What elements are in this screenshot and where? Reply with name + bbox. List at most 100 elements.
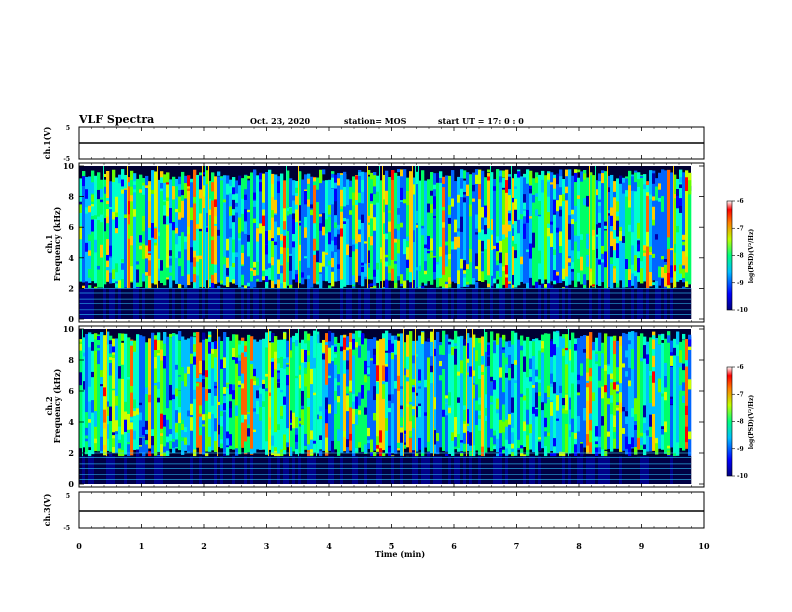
spectrogram-cell [586, 382, 590, 389]
spectrogram-cell [403, 280, 407, 289]
noise-floor-cell [205, 456, 209, 484]
spectrogram-cell [508, 443, 512, 455]
spectrogram-cell [229, 228, 233, 238]
spectrogram-cell [463, 423, 467, 433]
spectrogram-cell [190, 247, 194, 263]
spectrogram-cell [481, 236, 485, 252]
spectrogram-cell [238, 360, 242, 376]
spectrogram-cell [445, 214, 449, 219]
spectrogram-cell [412, 279, 416, 289]
spectrogram-column [340, 335, 344, 449]
spectrogram-column [238, 340, 242, 455]
noise-floor-cell [106, 456, 110, 484]
spectrogram-column [439, 171, 443, 286]
spectrogram-cell [565, 350, 569, 365]
spectrogram-cell [238, 380, 242, 387]
spectrogram-cell [466, 269, 470, 282]
spectrogram-column [586, 177, 590, 281]
spectrogram-cell [613, 415, 617, 427]
spectrogram-cell [385, 190, 389, 205]
spectrogram-cell [385, 233, 389, 240]
spectrogram-cell [688, 172, 692, 187]
spectrogram-cell [157, 397, 161, 403]
spectrogram-cell [115, 364, 119, 373]
spectrogram-cell [436, 432, 440, 442]
spectrogram-cell [202, 195, 206, 209]
spectrogram-column [457, 336, 461, 452]
spectrogram-cell [607, 210, 611, 214]
spectrogram-cell [175, 227, 179, 234]
noise-floor-cell [148, 456, 152, 484]
spectrogram-cell [370, 203, 374, 219]
spectrogram-cell [319, 273, 323, 289]
noise-floor-cell [628, 456, 632, 484]
noise-floor-cell [178, 456, 182, 484]
noise-floor-cell [541, 456, 545, 484]
spectrogram-cell [406, 257, 410, 268]
spectrogram-cell [133, 399, 137, 409]
spectrogram-cell [367, 250, 371, 264]
spectrogram-cell [283, 396, 287, 405]
spectrogram-column [649, 337, 653, 451]
spectrogram-cell [352, 192, 356, 206]
spectrogram-cell [664, 258, 668, 262]
spectrogram-cell [244, 175, 248, 190]
spectrogram-column [262, 340, 266, 450]
spectrogram-cell [586, 397, 590, 411]
spectrogram-cell [559, 176, 563, 188]
spectrogram-cell [490, 234, 494, 251]
spectrogram-column [577, 337, 581, 454]
spectrogram-cell [661, 393, 665, 397]
y-tick-label: 8 [68, 192, 74, 202]
spectrogram-cell [496, 398, 500, 410]
spectrogram-cell [646, 185, 650, 193]
spectrogram-cell [235, 206, 239, 213]
noise-floor-cell [496, 456, 500, 484]
spectrogram-cell [556, 200, 560, 212]
spectrogram-cell [481, 336, 485, 340]
spectrogram-cell [139, 189, 143, 193]
spectrogram-cell [322, 267, 326, 271]
spectrogram-cell [277, 259, 281, 274]
spectrogram-cell [238, 344, 242, 355]
spectrogram-cell [259, 223, 263, 234]
spectrogram-cell [307, 340, 311, 351]
sferic-line [484, 329, 485, 484]
spectrogram-cell [424, 265, 428, 277]
spectrogram-cell [283, 434, 287, 451]
spectrogram-cell [280, 247, 284, 254]
spectrogram-cell [139, 245, 143, 250]
spectrogram-cell [241, 373, 245, 387]
spectrogram-cell [139, 402, 143, 406]
spectrogram-cell [598, 199, 602, 203]
spectrogram-cell [424, 379, 428, 388]
spectrogram-cell [361, 203, 365, 215]
spectrogram-column [280, 173, 284, 289]
spectrogram-cell [580, 363, 584, 376]
spectrogram-column [187, 338, 191, 453]
spectrogram-cell [295, 428, 299, 435]
spectrogram-cell [409, 259, 413, 268]
spectrogram-cell [433, 430, 437, 445]
noise-floor-cell [229, 456, 233, 484]
spectrogram-column [487, 342, 491, 448]
sferic-line [589, 166, 590, 319]
spectrogram-cell [349, 433, 353, 441]
spectrogram-cell [628, 444, 632, 460]
spectrogram-cell [337, 385, 341, 398]
spectrogram-cell [295, 416, 299, 428]
spectrogram-cell [388, 265, 392, 273]
x-tick-label: 0 [76, 541, 82, 551]
spectrogram-cell [472, 334, 476, 348]
spectrogram-column [211, 173, 215, 285]
spectrogram-cell [577, 384, 581, 393]
spectrogram-cell [136, 400, 140, 406]
spectrogram-column [520, 176, 524, 282]
noise-floor-cell [538, 456, 542, 484]
spectrogram-cell [544, 392, 548, 404]
spectrogram-cell [589, 268, 593, 272]
spectrogram-cell [589, 430, 593, 443]
spectrogram-cell [466, 354, 470, 363]
spectrogram-cell [448, 214, 452, 219]
spectrogram-cell [142, 215, 146, 232]
